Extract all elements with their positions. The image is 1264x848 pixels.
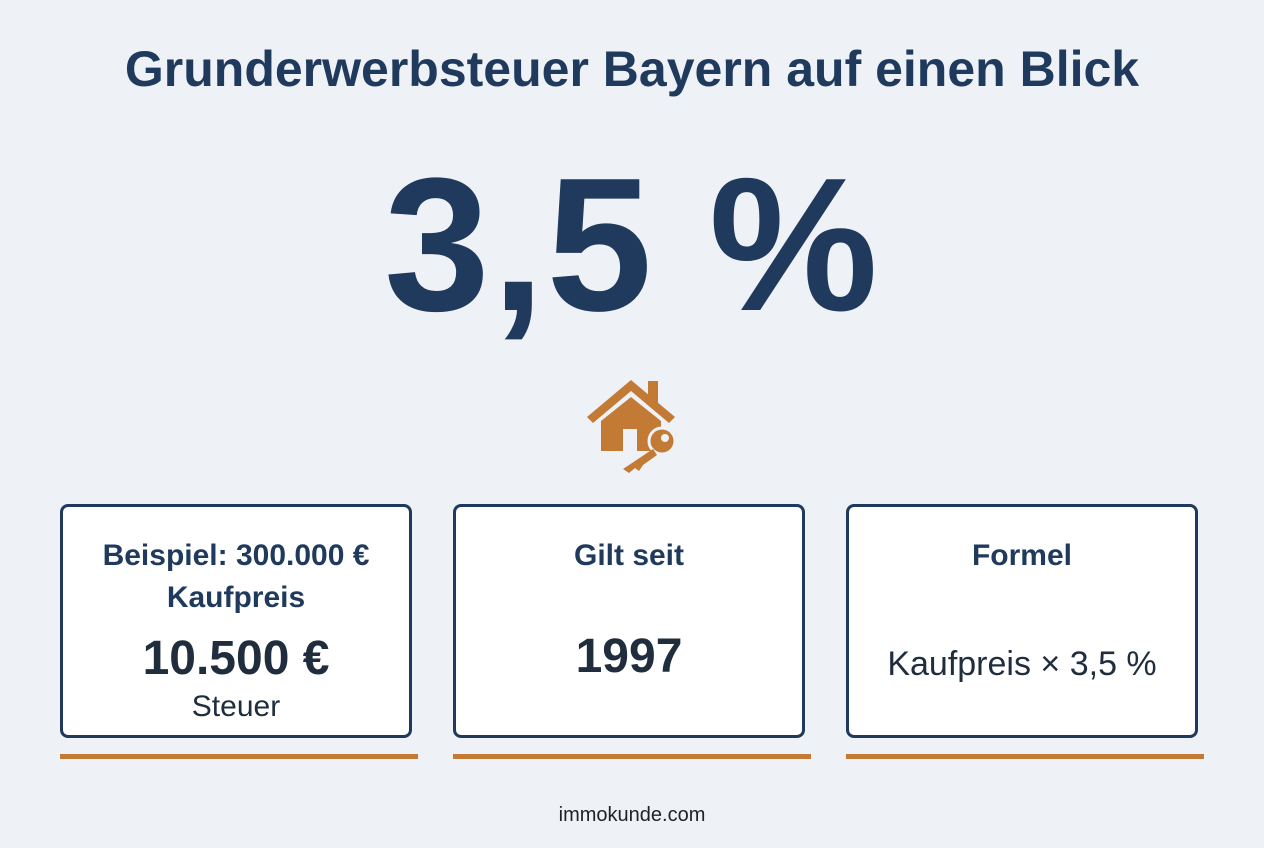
- card-since: Gilt seit 1997: [453, 504, 805, 738]
- card-formula: Formel Kaufpreis × 3,5 %: [846, 504, 1198, 738]
- accent-line: [60, 754, 418, 759]
- card-title: Gilt seit: [573, 539, 685, 572]
- card-caption: Steuer: [191, 690, 281, 723]
- card-title: Formel: [971, 539, 1073, 572]
- card-value: 10.500 €: [142, 632, 330, 685]
- card-title: Beispiel: 300.000 € Kaufpreis: [102, 539, 370, 614]
- accent-line: [453, 754, 811, 759]
- footer: immokunde.com: [558, 804, 706, 826]
- accent-line: [846, 754, 1204, 759]
- title: Grunderwerbsteuer Bayern auf einen Blick: [124, 41, 1140, 97]
- card-value: 1997: [575, 630, 683, 683]
- card-text: Kaufpreis × 3,5 %: [887, 645, 1157, 683]
- house-key-icon: [587, 380, 677, 473]
- rate: 3,5 %: [384, 139, 880, 351]
- card-example: Beispiel: 300.000 € Kaufpreis 10.500 € S…: [60, 504, 412, 738]
